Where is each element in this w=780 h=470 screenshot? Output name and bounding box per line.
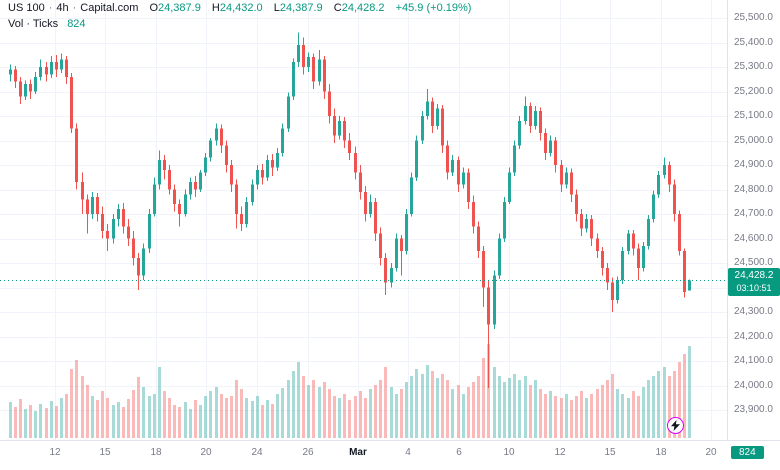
open-pair: O24,387.9	[149, 2, 201, 14]
time-axis-label: 12	[554, 447, 566, 458]
symbol-row: US 100 · 4h · Capital.com O24,387.9 H24,432.…	[8, 1, 471, 16]
time-axis-label: 18	[150, 447, 162, 458]
time-axis-label: 15	[99, 447, 111, 458]
low-pair: L24,387.9	[273, 2, 323, 14]
open-value: 24,387.9	[158, 2, 201, 14]
price-axis-label: 24,600.0	[734, 232, 773, 244]
lightning-icon	[671, 420, 680, 431]
provider-label: Capital.com	[80, 2, 139, 14]
time-axis-label: 12	[49, 447, 61, 458]
high-value: 24,432.0	[219, 2, 263, 14]
close-pair: C24,428.2	[333, 2, 385, 14]
close-value: 24,428.2	[341, 2, 385, 14]
price-axis-label: 24,200.0	[734, 330, 773, 342]
volume-label: Vol · Ticks	[8, 18, 59, 30]
high-pair: H24,432.0	[211, 2, 263, 14]
time-axis-label: 15	[604, 447, 616, 458]
low-value: 24,387.9	[279, 2, 323, 14]
price-axis-label: 24,900.0	[734, 159, 773, 170]
time-axis-label: 4	[405, 447, 411, 458]
quick-trade-button[interactable]	[667, 417, 684, 434]
change-value: +45.9 (+0.19%)	[395, 2, 472, 14]
price-axis-label: 25,400.0	[734, 36, 773, 48]
price-axis-label: 25,000.0	[734, 134, 773, 146]
time-axis-label: 26	[302, 447, 314, 458]
price-axis-label: 23,900.0	[734, 404, 773, 415]
time-axis-label: 20	[200, 447, 212, 458]
chart-canvas[interactable]	[0, 0, 727, 440]
candles-layer	[9, 32, 691, 388]
candle-countdown: 03:10:51	[736, 283, 772, 293]
separator: ·	[72, 2, 77, 14]
price-axis-label: 24,300.0	[734, 306, 773, 317]
price-axis-label: 24,500.0	[734, 257, 773, 268]
separator: ·	[48, 2, 53, 14]
grid-layer	[0, 0, 727, 440]
time-axis-label: Mar	[349, 447, 367, 458]
time-axis-label: 6	[456, 447, 462, 458]
time-axis-label: 24	[251, 447, 263, 458]
price-axis-label: 24,100.0	[734, 355, 773, 366]
time-axis-label: 20	[705, 447, 717, 458]
time-axis-label: 18	[655, 447, 667, 458]
time-axis-label: 10	[503, 447, 515, 458]
price-axis-label: 24,700.0	[734, 208, 773, 219]
current-price: 24,428.2	[734, 270, 774, 281]
volume-layer	[9, 344, 691, 438]
time-axis[interactable]: 824 12 15 18 20 24 26 Mar 4 6 10 12 15 18 20	[0, 440, 780, 470]
volume-value: 824	[67, 18, 86, 30]
interval-label[interactable]: 4h	[56, 2, 69, 14]
price-axis-label: 24,800.0	[734, 183, 773, 195]
price-axis-label: 25,300.0	[734, 61, 773, 72]
price-axis-label: 25,100.0	[734, 110, 773, 121]
symbol-name[interactable]: US 100	[8, 2, 45, 14]
volume-row: Vol · Ticks 824	[8, 17, 471, 32]
price-axis[interactable]: 24,428.2 03:10:51 25,500.0 25,400.0 25,300…	[727, 0, 780, 440]
price-axis-label: 24,000.0	[734, 379, 773, 391]
price-axis-label: 25,500.0	[734, 12, 773, 23]
legend: US 100 · 4h · Capital.com O24,387.9 H24,432.…	[8, 1, 471, 32]
price-axis-label: 25,200.0	[734, 85, 773, 97]
current-price-badge: 24,428.2 03:10:51	[728, 268, 780, 296]
current-volume-badge: 824	[731, 446, 764, 459]
